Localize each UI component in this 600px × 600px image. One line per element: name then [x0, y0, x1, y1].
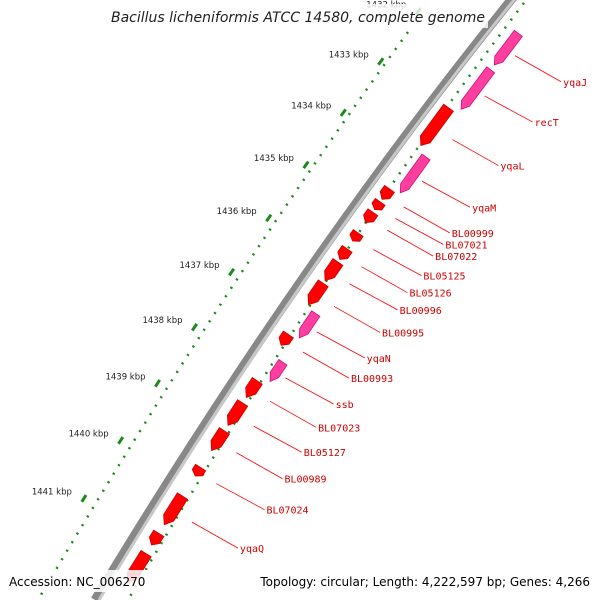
backbone — [91, 0, 517, 600]
gene-arrow[interactable] — [307, 279, 329, 306]
gene-arrow[interactable] — [493, 29, 523, 66]
gene-leader-line — [302, 351, 350, 379]
gene-arrow[interactable] — [269, 358, 288, 383]
kbp-tick-mark — [377, 57, 385, 66]
gene-shapes — [126, 29, 523, 584]
kbp-grid-dots — [36, 31, 410, 600]
gene-label[interactable]: yqaL — [500, 162, 524, 173]
genome-summary: Topology: circular; Length: 4,222,597 bp… — [259, 575, 590, 589]
gene-leader-line — [269, 400, 317, 428]
gene-leader-line — [484, 95, 533, 123]
kbp-tick-label: 1435 kbp — [254, 154, 294, 164]
kbp-tick-mark — [339, 108, 347, 117]
gene-leader-line — [386, 229, 434, 257]
gene-label[interactable]: BL00993 — [351, 374, 393, 385]
gene-arrow[interactable] — [148, 529, 165, 546]
kbp-tick-mark — [228, 267, 236, 277]
gene-leader-line — [191, 521, 239, 549]
gene-arrow[interactable] — [399, 153, 431, 194]
gene-label[interactable]: BL07021 — [445, 240, 487, 251]
gene-leader-line — [316, 331, 365, 359]
gene-label[interactable]: BL05125 — [423, 272, 465, 283]
kbp-tick-label: 1433 kbp — [329, 50, 369, 60]
gene-label[interactable]: recT — [535, 118, 559, 129]
gene-label[interactable]: yqaN — [367, 354, 391, 365]
gene-leader-line — [285, 377, 334, 405]
gene-label[interactable]: yqaQ — [240, 544, 264, 555]
gene-leader-line — [236, 452, 283, 480]
gene-leader-line — [421, 180, 471, 208]
gene-arrow[interactable] — [298, 310, 321, 339]
gene-label[interactable]: BL07024 — [266, 506, 308, 517]
accession-background — [4, 570, 148, 592]
kbp-tick-mark — [117, 436, 125, 445]
kbp-tick-mark — [80, 494, 88, 503]
map-title: Bacillus licheniformis ATCC 14580, compl… — [111, 10, 485, 26]
kbp-tick-label: 1436 kbp — [217, 207, 257, 217]
gene-leader-line — [216, 483, 265, 511]
kbp-tick-label: 1440 kbp — [69, 429, 109, 439]
gene-arrow[interactable] — [379, 184, 395, 200]
gene-arrow[interactable] — [337, 244, 353, 260]
gene-label[interactable]: BL00999 — [452, 229, 494, 240]
gene-leader-line — [373, 249, 422, 277]
gene-arrow[interactable] — [278, 330, 294, 346]
kbp-tick-mark — [191, 323, 198, 332]
gene-arrow[interactable] — [460, 66, 496, 110]
gene-arrow[interactable] — [245, 377, 263, 399]
kbp-tick-label: 1439 kbp — [105, 372, 145, 382]
gene-label[interactable]: BL00996 — [400, 306, 442, 317]
gene-label[interactable]: BL05127 — [304, 448, 346, 459]
gene-arrow[interactable] — [349, 229, 364, 242]
gene-leader-line — [333, 306, 381, 333]
gene-arrow[interactable] — [191, 463, 207, 477]
gene-label[interactable]: yqaM — [472, 203, 496, 214]
gene-leader-line — [361, 266, 408, 294]
gene-leader-line — [514, 55, 562, 83]
gene-arrow[interactable] — [324, 258, 344, 282]
kbp-tick-label: 1437 kbp — [180, 261, 220, 271]
title-background — [108, 4, 488, 28]
gene-arrow[interactable] — [371, 197, 386, 211]
gene-label[interactable]: BL07022 — [435, 252, 477, 263]
gene-arrow[interactable] — [363, 208, 379, 224]
kbp-tick-mark — [302, 160, 310, 169]
gene-label[interactable]: BL07023 — [318, 423, 360, 434]
kbp-tick-mark — [154, 379, 161, 388]
gene-arrow[interactable] — [226, 399, 249, 426]
backbone-highlight — [97, 0, 516, 600]
accession-label: Accession: NC_006270 — [9, 575, 145, 589]
gene-leader-line — [395, 218, 444, 245]
summary-background — [256, 570, 596, 592]
kbp-tick-label: 1438 kbp — [142, 316, 182, 326]
gene-arrow[interactable] — [163, 492, 189, 526]
gene-leader-line — [452, 139, 499, 166]
kbp-tick-label: 1434 kbp — [291, 102, 331, 112]
gene-arrow[interactable] — [419, 103, 454, 147]
gene-label[interactable]: BL00989 — [284, 475, 326, 486]
gene-leader-line — [349, 283, 398, 311]
gene-label[interactable]: BL05126 — [410, 289, 452, 300]
backbone-arc — [91, 0, 517, 600]
gene-leader-line — [253, 425, 302, 453]
gene-label[interactable]: yqaJ — [563, 78, 587, 89]
kbp-tick-label: 1441 kbp — [32, 487, 72, 497]
gene-arrow[interactable] — [210, 427, 230, 452]
gene-label[interactable]: BL00995 — [382, 328, 424, 339]
gene-leader-line — [403, 206, 450, 234]
kbp-tick-mark — [265, 213, 273, 223]
gene-label[interactable]: ssb — [336, 400, 354, 411]
